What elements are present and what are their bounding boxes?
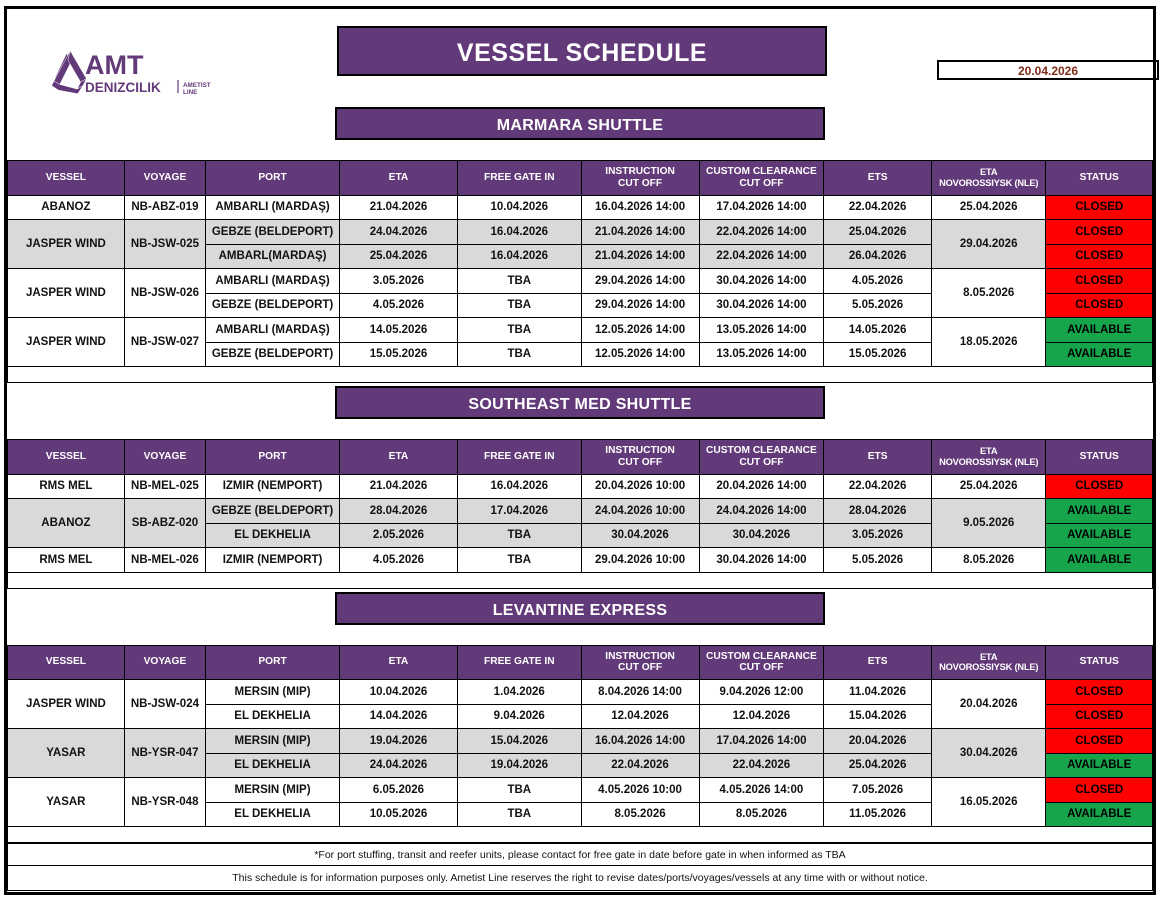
svg-text:LINE: LINE: [183, 89, 197, 96]
svg-text:DENIZCILIK: DENIZCILIK: [85, 80, 161, 95]
svg-text:AMT: AMT: [85, 50, 144, 80]
svg-text:AMETIST: AMETIST: [183, 82, 211, 89]
